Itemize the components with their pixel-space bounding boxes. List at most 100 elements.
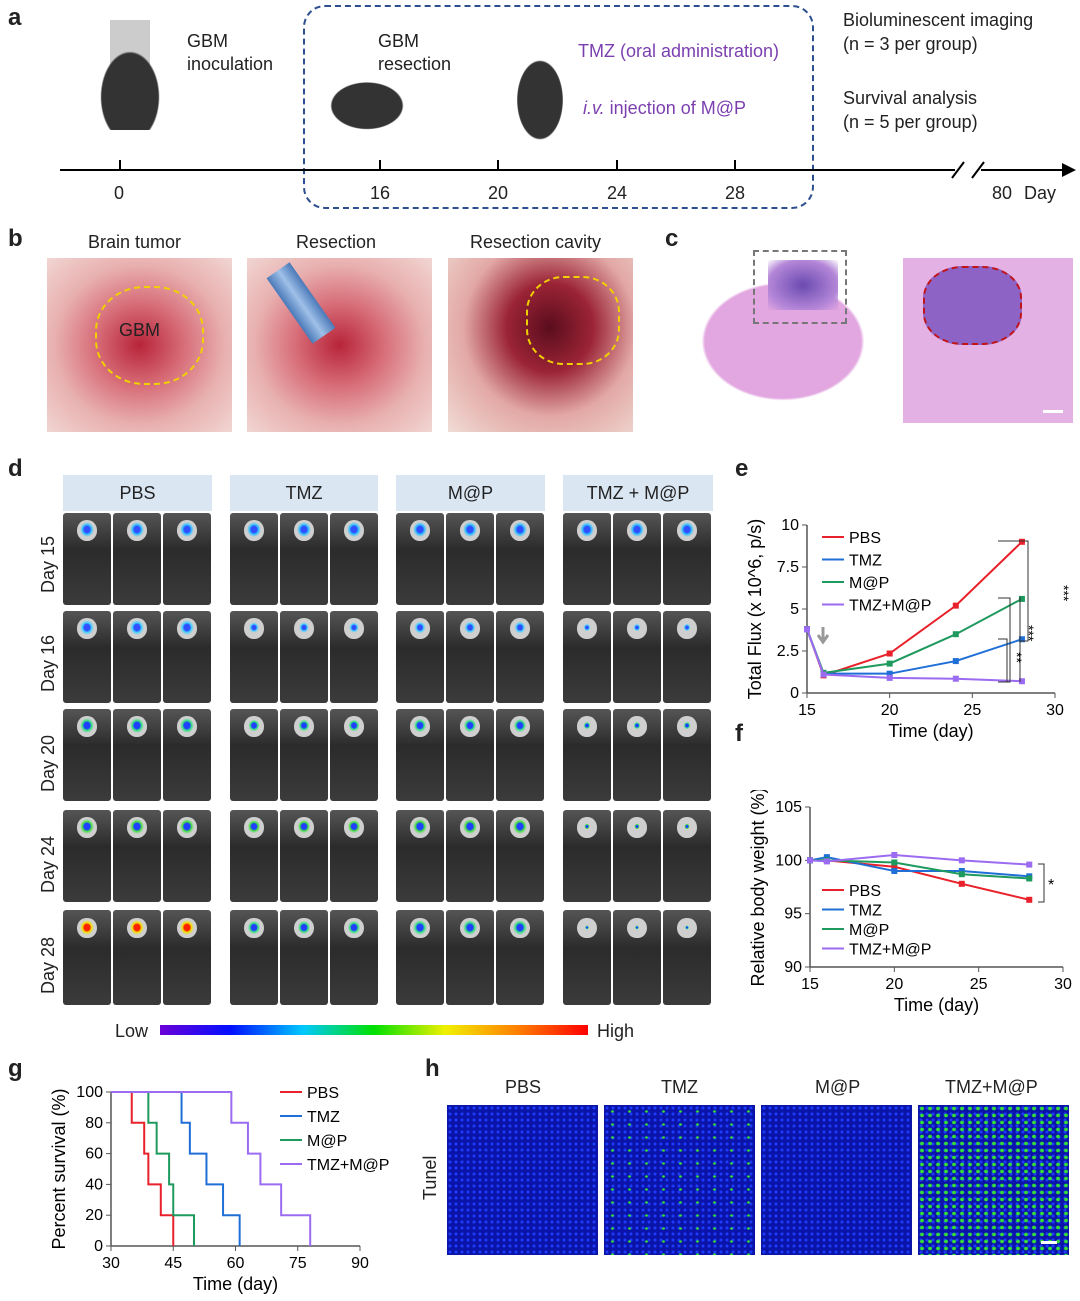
mouse-bli-image [563,709,611,801]
panel-label-b: b [8,225,23,252]
photo-title-brain-tumor: Brain tumor [88,232,182,252]
mouse-bli-image [163,910,211,1005]
bli-signal [346,522,362,537]
y-tick-label: 2.5 [777,643,799,660]
tick-80: 80 [992,183,1013,203]
scale-bar [1043,410,1063,413]
tmz-oral-label: TMZ (oral administration) [578,41,780,61]
bli-signal [579,522,595,537]
survival-n-label: (n = 5 per group) [843,112,978,132]
bli-signal [512,919,528,935]
bli-signal [79,620,95,635]
treatment-arrow [816,627,830,645]
bli-signal [179,819,195,834]
bli-signal [246,620,262,635]
x-tick-label: 90 [351,1255,369,1272]
mouse-bli-image [113,810,161,902]
zoom-box [753,250,847,324]
mouse-bli-image [663,910,711,1005]
tunel-image-pbs [447,1105,598,1255]
mouse-bli-image [230,910,278,1005]
group-header-tmz: TMZ [230,475,378,511]
bli-signal [79,718,95,733]
survival-label: Survival analysis [843,88,978,108]
resection-tool [266,262,336,344]
data-point [958,880,965,887]
data-point [1018,595,1025,602]
legend-label: PBS [307,1085,339,1102]
mouse-bli-image [446,910,494,1005]
tunel-image-mp [761,1105,912,1255]
bli-signal [412,620,428,635]
colorbar-high-label: High [597,1021,635,1041]
zoomed-he-section [903,258,1073,423]
panel-label-a: a [8,4,22,31]
data-point [1018,636,1025,643]
mouse-bli-image [563,513,611,605]
mouse-bli-image [663,513,711,605]
mouse-treatment-illustration [505,40,575,160]
bli-signal [512,718,528,733]
mouse-bli-image [280,810,328,902]
panel-label-h: h [425,1055,440,1082]
x-tick-label: 20 [885,976,903,993]
data-point [1026,875,1033,882]
bli-signal [246,718,262,733]
y-tick-label: 95 [784,906,802,923]
panel-label-g: g [8,1055,23,1082]
brain-tumor-photo: GBM [47,258,232,432]
row-label-day20: Day 20 [38,734,58,792]
data-point [820,671,827,678]
x-tick-label: 20 [881,702,899,719]
bli-signal [629,620,645,635]
treatment-window-box [303,5,814,209]
mouse-bli-image [280,513,328,605]
y-tick-label: 0 [790,685,799,702]
bli-signal [346,919,362,935]
bli-signal [129,819,145,834]
bli-signal [346,718,362,733]
series-line-M@P [111,1091,195,1246]
data-point [891,868,898,874]
legend-label: PBS [849,530,881,547]
legend-label: M@P [849,575,889,592]
x-tick-label: 25 [963,702,981,719]
legend-label: TMZ [849,553,882,570]
y-tick-label: 20 [85,1207,103,1224]
day-unit: Day [1024,183,1057,203]
bli-signal [512,819,528,834]
timeline-axis [60,158,1076,182]
panel-label-d: d [8,455,23,482]
y-tick-label: 100 [775,852,802,869]
bli-signal [79,819,95,834]
colorbar-low-label: Low [115,1021,149,1041]
data-point [804,626,810,633]
mouse-bli-image [230,611,278,703]
panel-label-e: e [735,455,749,482]
mouse-bli-image [163,513,211,605]
data-point [1026,896,1033,903]
bli-signal [579,718,595,733]
bli-signal [296,718,312,733]
x-tick-label: 45 [164,1255,182,1272]
gbm-inoculation-label: GBM inoculation [187,31,274,74]
bli-signal [679,919,695,935]
data-point [1018,678,1025,685]
mouse-bli-image [63,611,111,703]
bli-signal [246,919,262,935]
data-point [1026,861,1033,868]
bli-signal [129,718,145,733]
bli-signal [179,718,195,733]
tick-24: 24 [607,183,628,203]
legend-label: TMZ [849,903,882,920]
gbm-resection-label: GBM resection [378,31,452,74]
bli-signal [512,522,528,537]
bli-signal [296,819,312,834]
mouse-bli-image [396,709,444,801]
mouse-bli-image [230,709,278,801]
resection-photo [247,258,432,432]
data-point [958,857,965,864]
mouse-bli-image [496,611,544,703]
bli-signal [129,522,145,537]
